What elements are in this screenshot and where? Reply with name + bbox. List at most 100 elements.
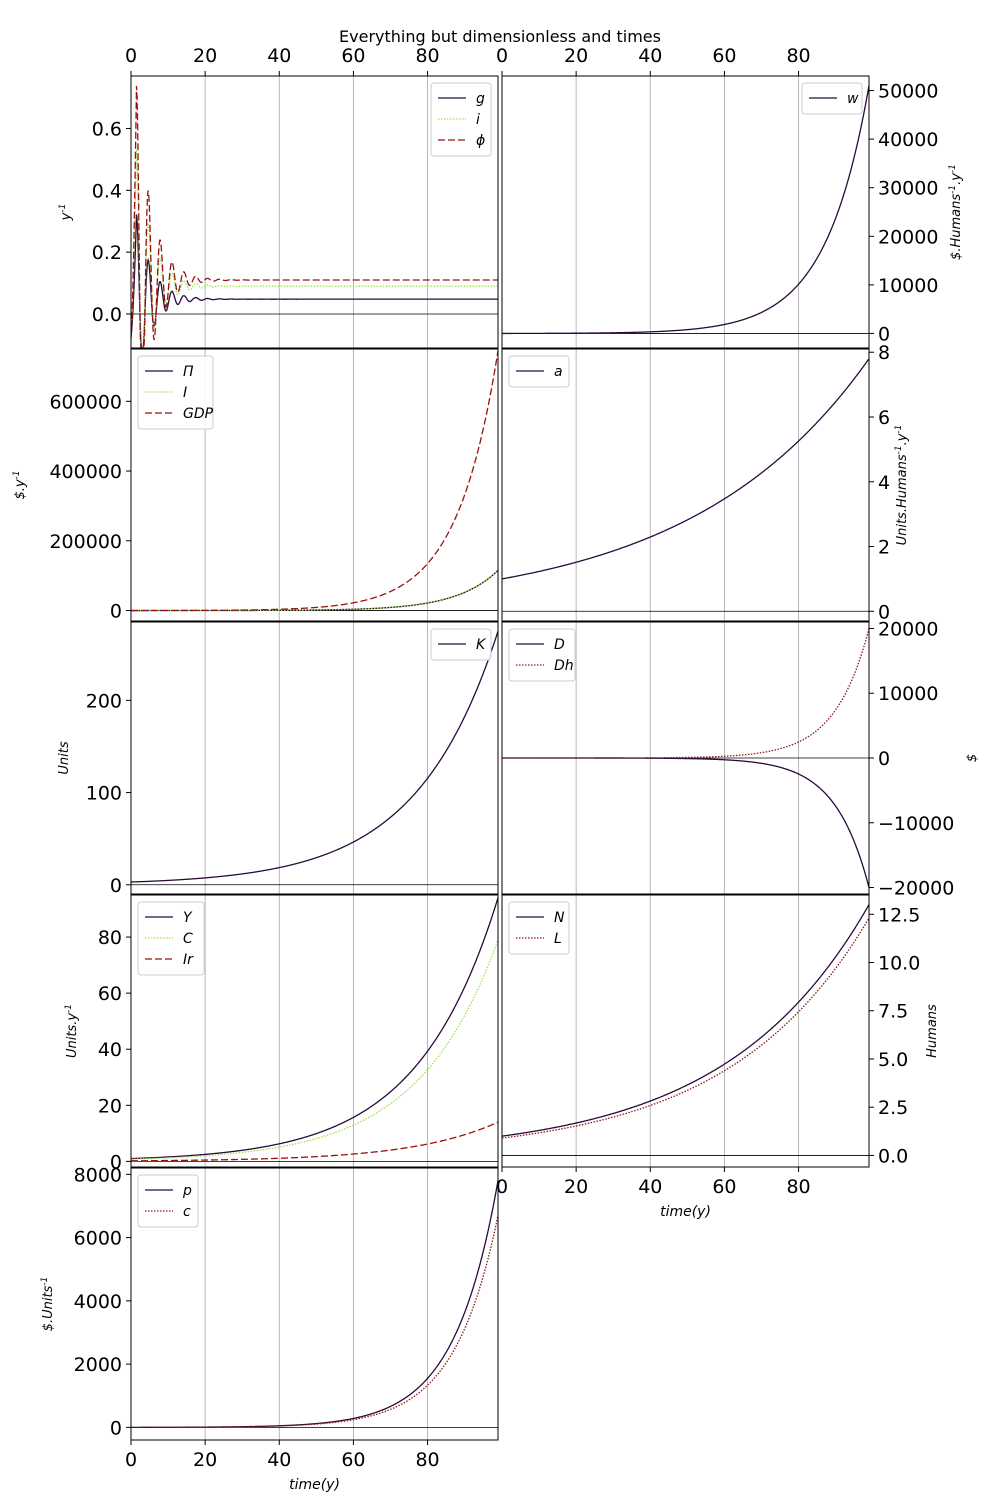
legend-label-g: g xyxy=(476,91,485,107)
series-line-GDP xyxy=(131,350,499,612)
ytick-label: 8 xyxy=(878,342,890,364)
axes-frame xyxy=(501,75,870,349)
ytick-label: 2.5 xyxy=(878,1097,908,1119)
y-axis-label: $ xyxy=(965,754,980,762)
figure-title: Everything but dimensionless and times xyxy=(339,27,661,46)
panel-Pi_I_GDP: 0 200000 400000 600000 $.y-1 ΠI GDP xyxy=(12,348,499,623)
panel-D_Dh: −20000 −10000 0 10000 20000 $ D Dh xyxy=(501,618,980,900)
xtick-label: 0 xyxy=(125,1449,137,1471)
series-line-Y xyxy=(130,897,499,1160)
ytick-label: 4000 xyxy=(74,1291,122,1313)
xtick-label: 20 xyxy=(564,1176,588,1198)
legend: ΠI GDP xyxy=(137,355,214,430)
y-axis-label: Units.Humans-1.y-1 xyxy=(894,425,910,546)
xtick-label: 40 xyxy=(267,45,291,67)
xtick-label: 0 xyxy=(496,1176,508,1198)
ytick-label: 0.6 xyxy=(92,119,122,141)
legend-label-Dh: Dh xyxy=(554,658,574,674)
ytick-label: 0.0 xyxy=(92,304,122,326)
series-line-N xyxy=(501,904,870,1137)
panel-p_c: 0 2000 4000 6000 8000 0 20 40 60 80 time(y) $.Units… xyxy=(40,1164,499,1493)
panel-Y_C_Ir: 0 20 40 60 80 Units.y-1 YC Ir xyxy=(64,894,499,1173)
series-line-D xyxy=(502,757,870,888)
legend-box xyxy=(508,901,570,955)
panel-w: 0 10000 20000 30000 40000 50000 0 20 40 60 80 $.Hum… xyxy=(496,45,964,349)
ytick-label: 6000 xyxy=(74,1228,122,1250)
ytick-label: 200 xyxy=(86,690,122,712)
ytick-label: 0 xyxy=(110,1151,122,1173)
xtick-label: 0 xyxy=(496,45,508,67)
y-axis-label: Units.y-1 xyxy=(64,1004,80,1058)
axes-frame xyxy=(130,1167,499,1441)
axes-frame xyxy=(130,348,499,622)
legend: a xyxy=(508,355,570,388)
legend-label-c: c xyxy=(183,1204,191,1220)
ytick-label: 40 xyxy=(98,1039,122,1061)
panel-g_i_phi: 0.0 0.2 0.4 0.6 0 20 40 60 80 y-1 giϕ xyxy=(58,45,499,349)
legend-box xyxy=(137,1174,199,1228)
y-axis-label: Humans xyxy=(925,1004,940,1058)
legend: YC Ir xyxy=(137,901,205,976)
ytick-label: 50000 xyxy=(878,81,938,103)
y-axis-label: y-1 xyxy=(58,204,74,222)
ytick-label: 2 xyxy=(878,537,890,559)
ytick-label: 12.5 xyxy=(878,904,920,926)
legend-label-w: w xyxy=(847,91,859,107)
ytick-label: 60 xyxy=(98,983,122,1005)
series-line-w xyxy=(502,85,870,335)
series-line-c xyxy=(131,1215,499,1428)
series-line-Ir xyxy=(131,1121,499,1162)
y-axis-label: $.Humans-1.y-1 xyxy=(948,164,964,260)
xtick-label: 40 xyxy=(638,45,662,67)
ytick-label: 10000 xyxy=(878,275,938,297)
series-line-a xyxy=(501,358,870,580)
ytick-label: 8000 xyxy=(74,1164,122,1186)
series-line-Dh xyxy=(502,628,870,759)
xtick-label: 60 xyxy=(341,45,365,67)
ytick-label: 200000 xyxy=(49,531,122,553)
ytick-label: 0 xyxy=(110,1417,122,1439)
series-line-K xyxy=(130,631,499,883)
legend-label-Ir: Ir xyxy=(183,952,194,968)
axes-frame xyxy=(130,621,499,895)
x-axis-label: time(y) xyxy=(289,1477,340,1493)
x-axis-label: time(y) xyxy=(660,1204,711,1220)
legend-label-K: K xyxy=(476,637,487,653)
legend: giϕ xyxy=(430,82,492,157)
ytick-label: 10.0 xyxy=(878,953,920,975)
legend-label-ϕ: ϕ xyxy=(476,133,485,149)
axes-frame xyxy=(130,894,499,1168)
ytick-label: 20 xyxy=(98,1095,122,1117)
y-axis-label: $.y-1 xyxy=(12,470,28,499)
xtick-label: 40 xyxy=(267,1449,291,1471)
xtick-label: 80 xyxy=(786,45,810,67)
legend-label-N: N xyxy=(554,910,565,926)
ytick-label: 100 xyxy=(86,783,122,805)
series-line-Π xyxy=(131,569,499,612)
ytick-label: 7.5 xyxy=(878,1001,908,1023)
series-line-L xyxy=(501,917,870,1139)
legend-label-GDP: GDP xyxy=(183,406,214,422)
ytick-label: 6 xyxy=(878,407,890,429)
panel-K: 0 100 200 Units K xyxy=(57,621,499,897)
xtick-label: 80 xyxy=(786,1176,810,1198)
xtick-label: 60 xyxy=(712,1176,736,1198)
xtick-label: 80 xyxy=(415,1449,439,1471)
ytick-label: 10000 xyxy=(878,683,938,705)
ytick-label: 4 xyxy=(878,472,890,494)
y-axis-label: Units xyxy=(57,741,72,774)
xtick-label: 60 xyxy=(341,1449,365,1471)
legend-box xyxy=(137,355,214,430)
series-line-i xyxy=(130,149,498,349)
xtick-label: 20 xyxy=(564,45,588,67)
ytick-label: 2000 xyxy=(74,1354,122,1376)
axes-frame xyxy=(501,348,870,622)
axes-frame xyxy=(130,75,499,349)
legend-label-Y: Y xyxy=(183,910,193,926)
legend-label-C: C xyxy=(183,931,193,947)
xtick-label: 20 xyxy=(193,1449,217,1471)
ytick-label: 5.0 xyxy=(878,1049,908,1071)
series-line-C xyxy=(130,939,499,1160)
y-axis-label: $.Units-1 xyxy=(40,1277,56,1332)
ytick-label: 0 xyxy=(878,323,890,345)
